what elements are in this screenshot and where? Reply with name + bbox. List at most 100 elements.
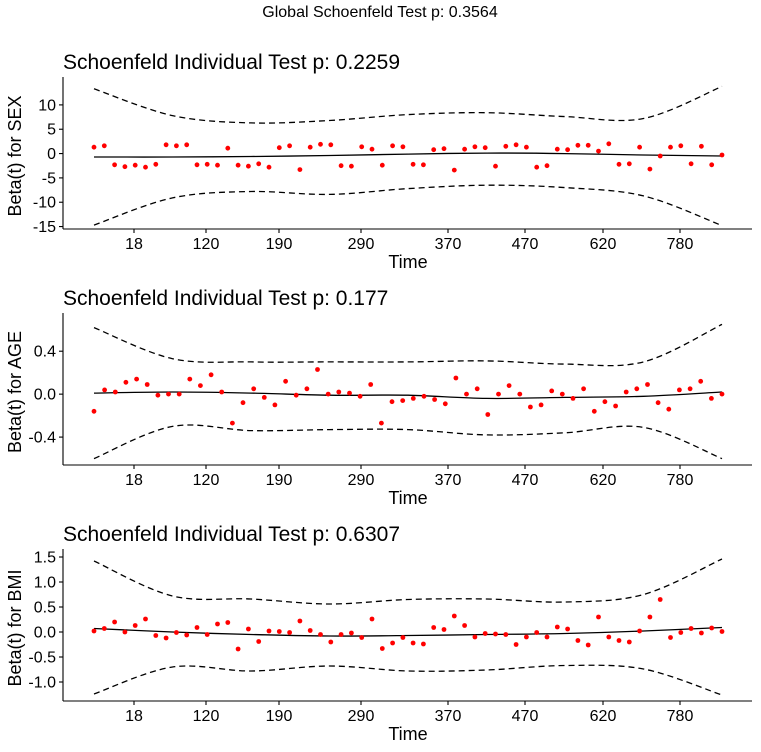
residual-point (219, 389, 225, 395)
residual-point (235, 162, 241, 168)
residual-point (485, 412, 491, 417)
residual-point (626, 639, 632, 645)
beta-fit-line (93, 626, 723, 637)
residual-point (101, 626, 107, 631)
residual-point (719, 629, 725, 634)
residual-point (421, 162, 426, 168)
residual-point (176, 391, 182, 397)
residual-point (647, 166, 653, 172)
y-axis-title: Beta(t) for BMI (5, 569, 25, 686)
residual-point (328, 639, 334, 645)
residual-point (357, 393, 363, 399)
residual-point (719, 391, 725, 397)
residual-point (349, 630, 354, 636)
residual-point (585, 642, 591, 648)
upper-confidence-band (93, 323, 723, 367)
y-tick-label: 1.0 (34, 575, 56, 592)
y-tick-label: -5 (42, 170, 56, 187)
residual-point (287, 630, 292, 635)
residual-point (544, 634, 550, 640)
residual-point (390, 640, 395, 646)
y-tick-label: 0 (47, 146, 56, 163)
residual-point (163, 142, 169, 148)
residual-point (155, 392, 161, 398)
residual-point (453, 375, 459, 381)
y-tick-label: -0.5 (28, 650, 56, 667)
residual-point (122, 164, 128, 170)
residual-point (482, 145, 488, 151)
panel-title: Schoenfeld Individual Test p: 0.177 (63, 287, 388, 310)
residual-point (251, 386, 257, 392)
residual-point (410, 396, 416, 401)
residual-point (596, 614, 601, 620)
residual-point (606, 141, 612, 147)
x-tick-label: 370 (435, 472, 462, 489)
residual-point (122, 629, 128, 635)
residual-point (225, 145, 231, 151)
residual-point (315, 367, 320, 372)
residual-point (266, 164, 272, 170)
residual-point (699, 630, 704, 636)
x-tick-label: 780 (667, 236, 694, 253)
x-tick-label: 290 (348, 472, 375, 489)
residual-point (538, 402, 544, 408)
residual-point (596, 148, 601, 154)
panel-title: Schoenfeld Individual Test p: 0.6307 (63, 523, 400, 546)
residual-point (132, 623, 138, 628)
lower-confidence-band (93, 424, 723, 460)
x-tick-label: 620 (590, 236, 617, 253)
residual-point (668, 635, 673, 640)
residual-point (637, 144, 642, 150)
residual-point (687, 386, 693, 392)
residual-point (246, 626, 251, 632)
x-tick-label: 370 (435, 236, 462, 253)
residual-point (503, 632, 509, 637)
residual-point (297, 618, 303, 624)
x-tick-label: 190 (266, 472, 293, 489)
residual-point (261, 395, 267, 400)
residual-point (634, 386, 640, 392)
residual-point (91, 144, 97, 150)
lower-confidence-band (93, 184, 723, 227)
x-tick-label: 620 (590, 708, 617, 725)
residual-point (688, 161, 694, 167)
residual-point (482, 631, 488, 636)
residual-point (657, 153, 663, 159)
residual-point (565, 626, 570, 632)
x-tick-label: 18 (125, 472, 143, 489)
residual-point (431, 147, 437, 153)
residual-point (134, 376, 140, 382)
residual-point (524, 634, 529, 640)
residual-point (534, 164, 540, 170)
x-tick-label: 120 (193, 472, 220, 489)
x-tick-label: 470 (512, 472, 539, 489)
residual-point (276, 629, 282, 634)
y-tick-label: 10 (38, 97, 56, 114)
y-tick-label: -0.4 (28, 430, 56, 447)
residual-point (441, 627, 447, 632)
x-tick-label: 780 (667, 472, 694, 489)
residual-point (325, 391, 331, 397)
x-tick-label: 470 (512, 708, 539, 725)
residual-point (174, 143, 179, 149)
residual-point (307, 628, 313, 633)
y-tick-label: 0.0 (34, 625, 56, 642)
residual-point (256, 161, 262, 167)
residual-point (368, 382, 374, 387)
residual-point (194, 162, 200, 168)
residual-point (390, 143, 395, 149)
residual-point (336, 389, 342, 395)
y-axis-title: Beta(t) for AGE (5, 331, 25, 453)
residual-point (410, 640, 416, 646)
residual-point (575, 142, 581, 148)
residual-point (493, 631, 498, 637)
residual-point (678, 143, 684, 149)
residual-point (441, 146, 447, 152)
residual-point (204, 632, 210, 637)
residual-point (276, 145, 282, 151)
y-tick-label: -10 (33, 195, 56, 212)
residual-point (225, 620, 231, 625)
residual-point (266, 628, 272, 634)
residual-point (506, 383, 512, 388)
residual-point (451, 167, 457, 173)
